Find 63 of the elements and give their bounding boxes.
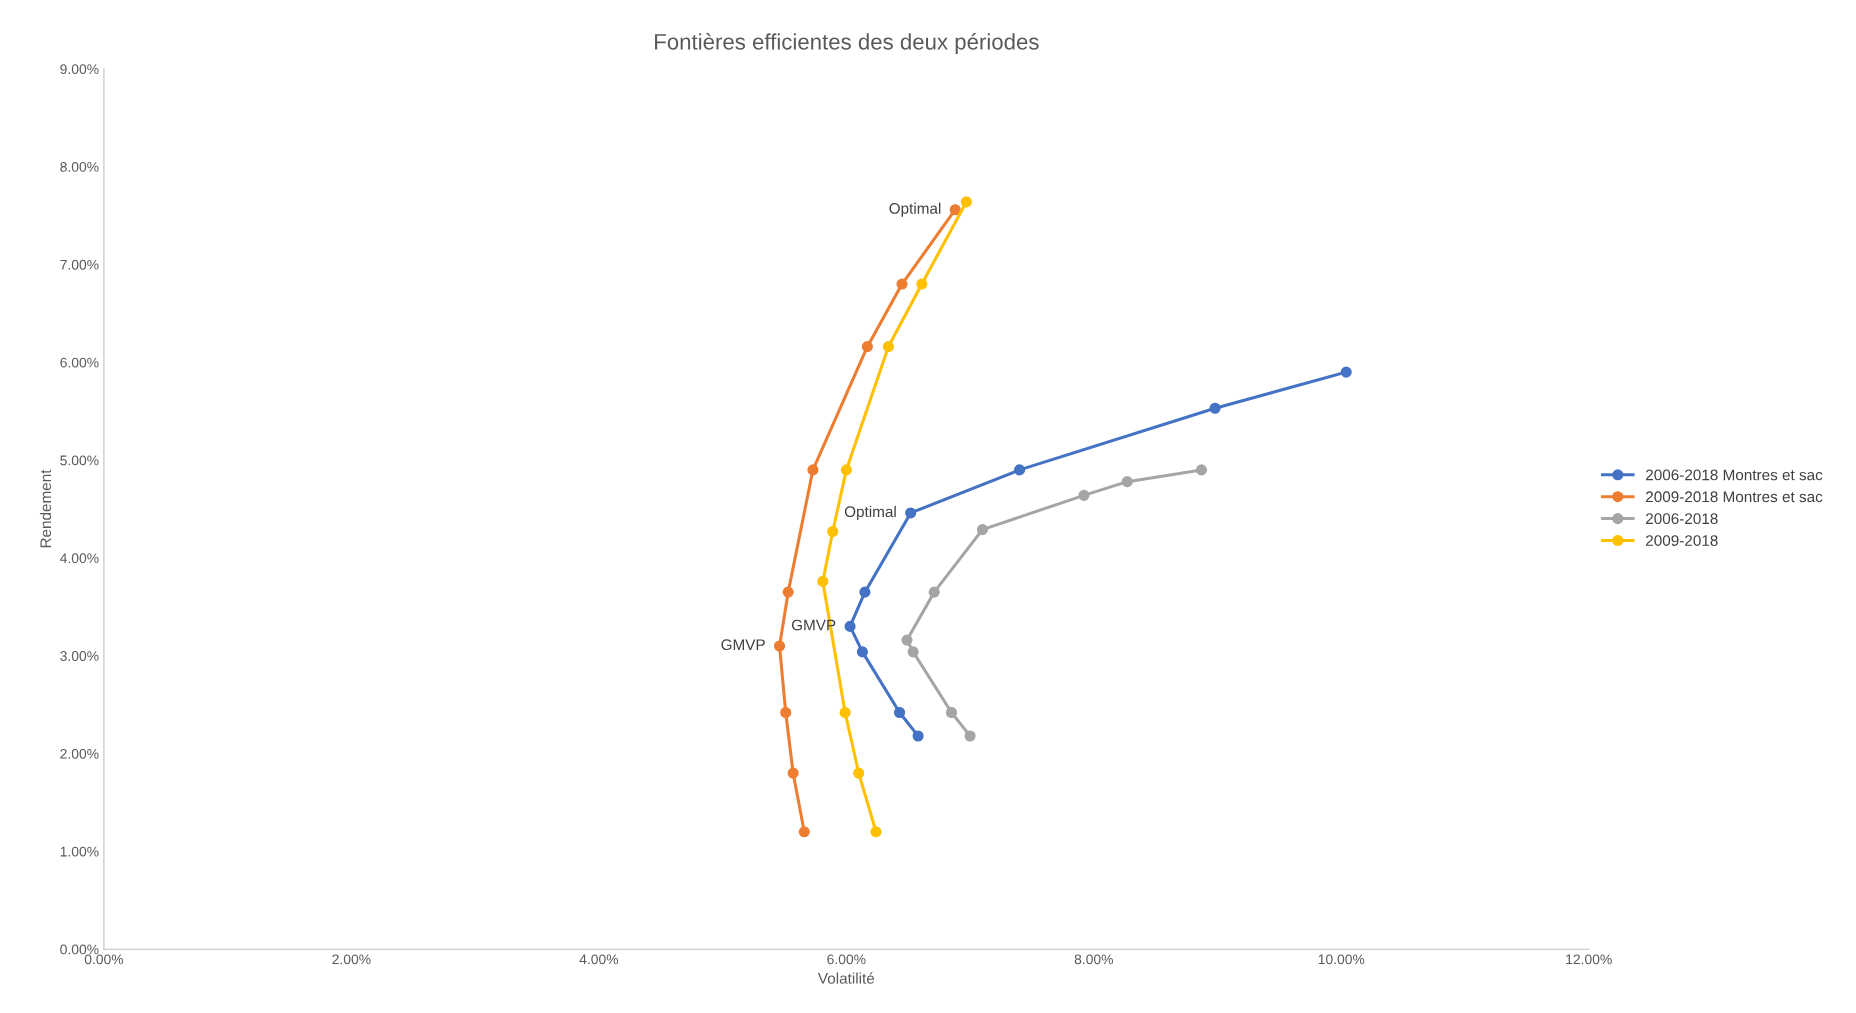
x-tick-label: 12.00% [1566, 954, 1612, 965]
point [1209, 402, 1221, 414]
point [1014, 464, 1026, 476]
point [844, 620, 856, 632]
annotation: Optimal [889, 202, 941, 217]
point [964, 730, 976, 742]
point [901, 634, 913, 646]
y-tick-label: 9.00% [60, 64, 99, 75]
annotation: GMVP [721, 639, 765, 651]
point [787, 767, 799, 779]
point [893, 706, 906, 719]
y-tick-label: 4.00% [60, 553, 99, 564]
point [853, 767, 865, 779]
point [827, 525, 839, 538]
x-axis-title: Volatilité [817, 972, 875, 984]
point [861, 341, 873, 353]
y-tick-label: 2.00% [60, 748, 99, 759]
point [916, 278, 928, 290]
legend-label: 2009-2018 Montres et sac [1646, 491, 1823, 503]
y-tick-label: 1.00% [60, 846, 99, 857]
legend-label: 2009-2018 [1646, 535, 1718, 546]
x-tick-label: 10.00% [1318, 954, 1365, 965]
point [1195, 464, 1208, 476]
point [949, 204, 961, 216]
x-tick-label: 2.00% [332, 954, 371, 965]
x-tick-label: 6.00% [827, 954, 866, 965]
point [782, 586, 794, 598]
point [960, 196, 972, 208]
point [859, 586, 871, 598]
point [882, 341, 894, 353]
point [840, 464, 852, 476]
x-tick-label: 8.00% [1074, 954, 1113, 965]
point [907, 646, 919, 658]
legend-label: 2006-2018 Montres et sac [1646, 469, 1823, 481]
point [870, 826, 882, 838]
point [1121, 476, 1133, 488]
y-tick-label: 6.00% [60, 357, 99, 368]
point [780, 706, 792, 719]
y-axis-title: Rendement [39, 469, 52, 548]
point [773, 640, 786, 652]
point [928, 586, 940, 598]
y-tick-label: 3.00% [60, 651, 99, 661]
legend-label: 2006-2018 [1646, 513, 1718, 525]
y-tick-label: 7.00% [60, 259, 99, 270]
y-tick-label: 5.00% [60, 455, 99, 466]
x-tick-label: 0.00% [84, 954, 124, 965]
point [905, 507, 917, 519]
point [896, 278, 908, 290]
point [807, 464, 819, 476]
y-tick-label: 0.00% [60, 944, 99, 955]
x-tick-label: 4.00% [579, 954, 619, 965]
chart-title: Fontières efficientes des deux périodes [655, 33, 1039, 55]
annotation: Optimal [844, 505, 896, 521]
point [839, 706, 851, 719]
point [1078, 489, 1090, 501]
point [856, 646, 868, 658]
point [976, 524, 988, 536]
point [798, 826, 810, 838]
point [912, 730, 924, 742]
point [1340, 366, 1352, 378]
point [945, 706, 958, 719]
y-tick-label: 8.00% [60, 162, 99, 172]
point [817, 575, 829, 587]
